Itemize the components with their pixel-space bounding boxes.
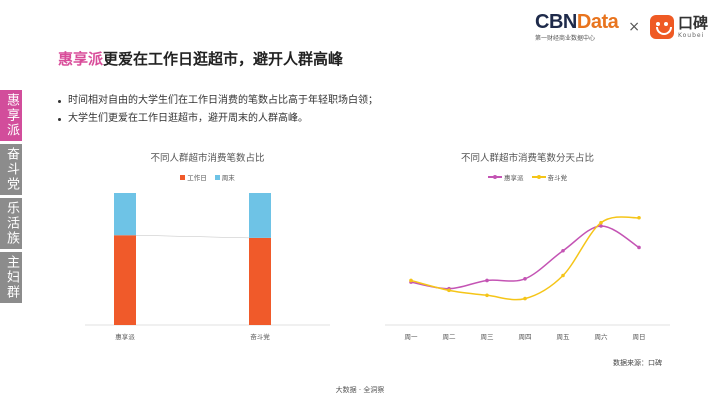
point-惠享派-周六: [599, 224, 603, 228]
line-chart: 不同人群超市消费笔数分天占比 惠享派 奋斗党 周一 周二 周三 周四 周五 周六 周日: [385, 150, 670, 345]
bullet-list: 时间相对自由的大学生们在工作日消费的笔数占比高于年轻职场白领； 大学生们更爱在工…: [58, 92, 378, 128]
page-title-highlight: 惠享派: [58, 50, 104, 68]
bar-chart-legend: 工作日 周末: [85, 172, 330, 182]
bullet-item: 大学生们更爱在工作日逛超市，避开周末的人群高峰。: [58, 110, 378, 128]
bar-工作日-奋斗党: [249, 237, 271, 325]
side-tab-label: 奋斗党: [4, 147, 19, 192]
koubei-face-icon: [649, 15, 674, 39]
side-tab-label: 乐活族: [4, 201, 19, 246]
legend-swatch: [531, 174, 546, 179]
side-tabs: 惠享派奋斗党乐活族主妇群: [0, 90, 22, 306]
x-tick-label: 周三: [481, 333, 495, 341]
bar-chart-title: 不同人群超市消费笔数占比: [150, 153, 265, 164]
side-tab-2[interactable]: 乐活族: [0, 198, 22, 249]
line-chart-legend: 惠享派 奋斗党: [385, 172, 670, 182]
side-tab-1[interactable]: 奋斗党: [0, 144, 22, 195]
x-tick-label: 周二: [443, 333, 457, 341]
data-source: 数据来源：口碑: [613, 359, 662, 367]
cbn-logo-part1: CBN: [535, 11, 577, 33]
point-奋斗党-周日: [637, 215, 641, 220]
footer-tagline: 大数据 · 全洞察: [335, 386, 385, 394]
x-tick-label: 奋斗党: [250, 332, 270, 341]
legend-item: 惠享派: [488, 172, 524, 182]
legend-swatch: [180, 174, 186, 180]
point-惠享派-周日: [637, 245, 641, 250]
point-奋斗党-周三: [485, 293, 489, 298]
cbn-logo-subtitle: 第一财经商业数据中心: [535, 35, 596, 42]
point-奋斗党-周六: [599, 220, 603, 225]
times-sign: ×: [628, 19, 640, 35]
x-tick-label: 周一: [405, 333, 419, 341]
point-奋斗党-周四: [523, 296, 527, 301]
point-奋斗党-周二: [447, 288, 451, 293]
bar-周末-奋斗党: [249, 193, 271, 238]
x-tick-label: 惠享派: [115, 332, 135, 341]
page-title-rest: 更爱在工作日逛超市，避开人群高峰: [103, 50, 344, 68]
side-tab-0[interactable]: 惠享派: [0, 90, 22, 141]
legend-swatch: [214, 174, 220, 180]
point-奋斗党-周一: [409, 278, 413, 283]
legend-item: 工作日: [180, 172, 207, 182]
legend-label: 周末: [221, 174, 235, 182]
side-tab-label: 主妇群: [4, 255, 19, 300]
x-tick-label: 周六: [595, 332, 609, 341]
point-惠享派-周五: [561, 248, 565, 253]
x-tick-label: 周五: [557, 333, 571, 341]
legend-label: 惠享派: [504, 174, 524, 182]
bar-connector-line: [135, 234, 250, 239]
point-惠享派-周三: [485, 278, 489, 283]
page-title: 惠享派更爱在工作日逛超市，避开人群高峰: [58, 48, 343, 69]
legend-label: 工作日: [187, 174, 207, 182]
legend-item: 周末: [214, 172, 235, 182]
x-tick-label: 周日: [633, 333, 646, 341]
legend-swatch: [488, 174, 502, 179]
side-tab-label: 惠享派: [4, 93, 19, 138]
series-line-奋斗党: [410, 216, 640, 301]
koubei-logo: 口碑 Koubei: [649, 13, 708, 39]
logo-area: CBNData 第一财经商业数据中心 × 口碑 Koubei: [535, 12, 708, 42]
bar-chart-plot: 惠享派 奋斗党: [85, 193, 330, 341]
line-chart-title: 不同人群超市消费笔数分天占比: [460, 153, 594, 164]
bar-工作日-惠享派: [114, 235, 136, 325]
side-tab-3[interactable]: 主妇群: [0, 252, 22, 303]
bar-chart: 不同人群超市消费笔数占比 工作日 周末 惠享派 奋斗党: [85, 150, 330, 345]
line-chart-plot: 周一 周二 周三 周四 周五 周六 周日: [385, 215, 670, 341]
legend-label: 奋斗党: [547, 174, 568, 182]
cbndata-logo: CBNData 第一财经商业数据中心: [535, 11, 619, 42]
point-惠享派-周四: [523, 277, 527, 281]
koubei-logo-cn: 口碑: [677, 13, 708, 32]
koubei-logo-en: Koubei: [677, 31, 705, 39]
x-tick-label: 周四: [519, 333, 532, 341]
bar-周末-惠享派: [114, 193, 136, 236]
point-奋斗党-周五: [561, 273, 565, 278]
legend-item: 奋斗党: [531, 172, 568, 182]
bullet-item: 时间相对自由的大学生们在工作日消费的笔数占比高于年轻职场白领；: [58, 92, 378, 110]
cbn-logo-part2: Data: [576, 11, 619, 33]
